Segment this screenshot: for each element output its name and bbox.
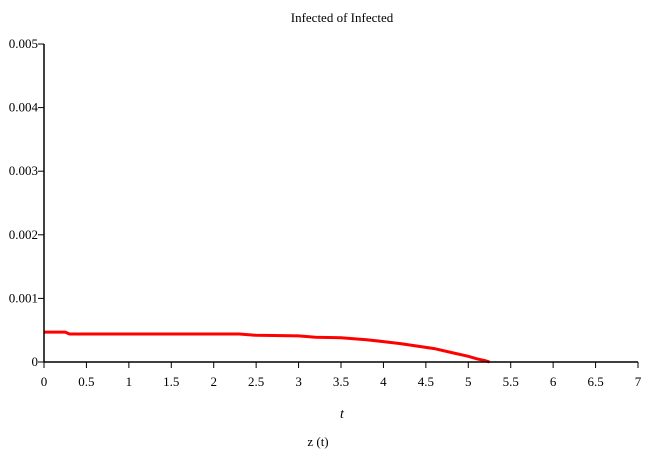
x-tick-label: 2 bbox=[210, 374, 217, 389]
x-axis: 0 0.5 1 1.5 2 2.5 3 3.5 4 4.5 5 5.5 6 6.5 7 bbox=[41, 361, 642, 389]
series-line-0 bbox=[44, 330, 490, 364]
y-tick-label: 0 bbox=[32, 354, 39, 369]
chart-title: Infected of Infected bbox=[291, 10, 394, 25]
x-tick-label: 1 bbox=[126, 374, 133, 389]
y-tick-label: 0.002 bbox=[9, 227, 38, 242]
y-tick-label: 0.004 bbox=[9, 100, 39, 115]
x-tick-label: 4 bbox=[380, 374, 387, 389]
x-tick-label: 1.5 bbox=[163, 374, 179, 389]
x-tick-label: 7 bbox=[635, 374, 642, 389]
legend-entry: z (t) bbox=[307, 434, 328, 449]
x-tick-label: 6 bbox=[550, 374, 557, 389]
x-tick-label: 6.5 bbox=[587, 374, 603, 389]
y-axis: 0 0.001 0.002 0.003 0.004 0.005 bbox=[9, 36, 45, 369]
x-tick-label: 5 bbox=[465, 374, 472, 389]
x-tick-label: 4.5 bbox=[418, 374, 434, 389]
x-tick-label: 2.5 bbox=[248, 374, 264, 389]
x-tick-label: 3.5 bbox=[333, 374, 349, 389]
x-tick-label: 0.5 bbox=[78, 374, 94, 389]
x-tick-label: 5.5 bbox=[503, 374, 519, 389]
plot-area bbox=[44, 330, 490, 364]
y-tick-label: 0.001 bbox=[9, 290, 38, 305]
y-tick-label: 0.005 bbox=[9, 36, 38, 51]
y-tick-label: 0.003 bbox=[9, 163, 38, 178]
x-axis-label: t bbox=[340, 407, 345, 422]
x-tick-label: 0 bbox=[41, 374, 48, 389]
x-tick-label: 3 bbox=[295, 374, 302, 389]
